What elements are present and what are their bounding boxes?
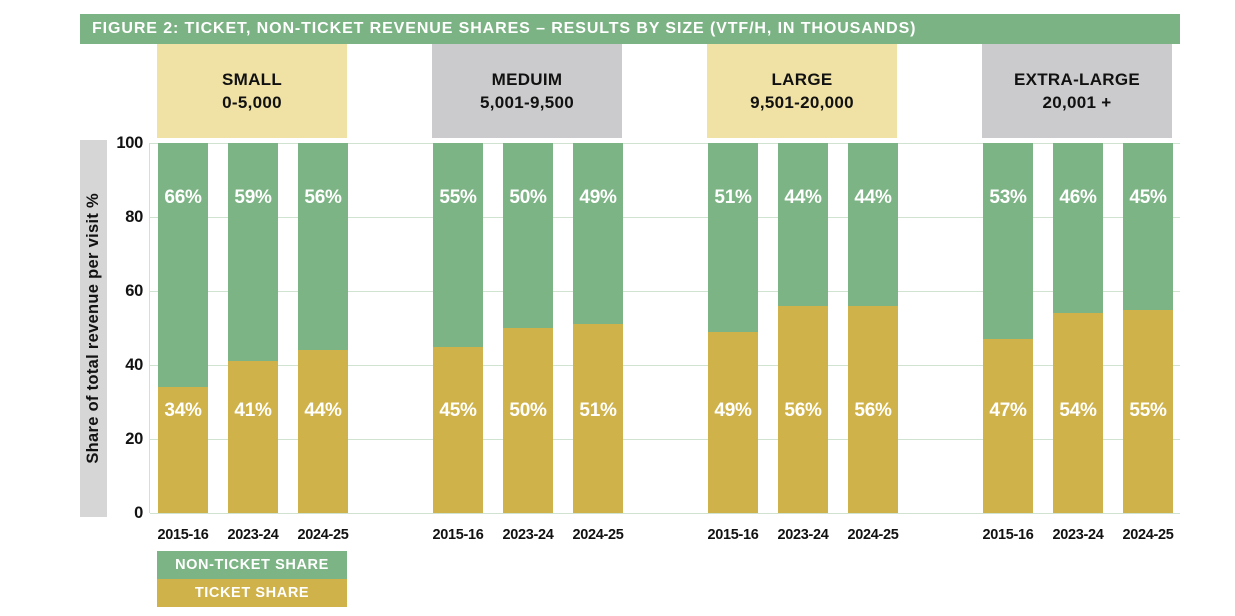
x-tick-2015-16: 2015-16 xyxy=(432,527,484,543)
y-tick-40: 40 xyxy=(125,356,143,374)
stacked-bar-small-2015-16: 66% 34% 2015-16 xyxy=(157,143,209,543)
stacked-bar-small-2024-25: 56% 44% 2024-25 xyxy=(297,143,349,543)
bar-group-large: 51% 49% 2015-16 44% 56% 2023-24 44% 56% 2024-25 xyxy=(707,143,899,543)
gridline-100 xyxy=(150,143,1180,144)
legend-label: TICKET SHARE xyxy=(194,585,310,601)
group-header-small: SMALL 0-5,000 xyxy=(157,44,347,138)
group-name: EXTRA-LARGE xyxy=(1013,69,1141,89)
non-ticket-segment xyxy=(1123,143,1173,310)
non-ticket-segment xyxy=(778,143,828,306)
bar-group-meduim: 55% 45% 2015-16 50% 50% 2023-24 49% 51% 2024-25 xyxy=(432,143,624,543)
non-ticket-segment xyxy=(228,143,278,362)
group-header-extra-large: EXTRA-LARGE 20,001 + xyxy=(982,44,1172,138)
group-header-large: LARGE 9,501-20,000 xyxy=(707,44,897,138)
group-name: SMALL xyxy=(221,69,283,89)
non-ticket-segment xyxy=(433,143,483,347)
stacked-bar-meduim-2015-16: 55% 45% 2015-16 xyxy=(432,143,484,543)
non-ticket-segment xyxy=(1053,143,1103,314)
bar-group-extra-large: 53% 47% 2015-16 46% 54% 2023-24 45% 55% 2024-25 xyxy=(982,143,1174,543)
group-name: LARGE xyxy=(771,69,833,89)
x-tick-2024-25: 2024-25 xyxy=(297,527,349,543)
x-tick-2015-16: 2015-16 xyxy=(157,527,209,543)
x-tick-2024-25: 2024-25 xyxy=(1122,527,1174,543)
group-range: 5,001-9,500 xyxy=(479,92,575,112)
group-name: MEDUIM xyxy=(491,69,563,89)
stacked-bar-extra-large-2023-24: 46% 54% 2023-24 xyxy=(1052,143,1104,543)
gridline-0 xyxy=(150,513,1180,514)
ticket-segment xyxy=(983,339,1033,513)
legend: NON-TICKET SHARE TICKET SHARE xyxy=(157,551,347,607)
x-tick-2023-24: 2023-24 xyxy=(227,527,279,543)
group-range: 9,501-20,000 xyxy=(750,92,854,112)
ticket-segment xyxy=(503,328,553,513)
non-ticket-segment xyxy=(503,143,553,328)
y-tick-100: 100 xyxy=(116,134,143,152)
y-axis-label-strip: Share of total revenue per visit % xyxy=(80,140,107,517)
x-tick-2015-16: 2015-16 xyxy=(707,527,759,543)
ticket-segment xyxy=(708,331,758,513)
ticket-segment xyxy=(433,346,483,513)
y-tick-20: 20 xyxy=(125,430,143,448)
x-tick-2023-24: 2023-24 xyxy=(502,527,554,543)
figure-title: FIGURE 2: TICKET, NON-TICKET REVENUE SHA… xyxy=(92,20,917,37)
stacked-bar-large-2015-16: 51% 49% 2015-16 xyxy=(707,143,759,543)
stacked-bar-extra-large-2015-16: 53% 47% 2015-16 xyxy=(982,143,1034,543)
y-tick-80: 80 xyxy=(125,208,143,226)
stacked-bar-large-2023-24: 44% 56% 2023-24 xyxy=(777,143,829,543)
group-range: 20,001 + xyxy=(1042,92,1112,112)
non-ticket-segment xyxy=(158,143,208,388)
x-tick-2024-25: 2024-25 xyxy=(847,527,899,543)
figure-title-bar: FIGURE 2: TICKET, NON-TICKET REVENUE SHA… xyxy=(80,14,1180,44)
non-ticket-segment xyxy=(848,143,898,306)
group-range: 0-5,000 xyxy=(222,92,282,112)
legend-label: NON-TICKET SHARE xyxy=(175,557,329,573)
legend-item-ticket-share: TICKET SHARE xyxy=(157,579,347,607)
y-axis-ticks: 100 80 60 40 20 0 xyxy=(95,134,143,522)
x-tick-2015-16: 2015-16 xyxy=(982,527,1034,543)
gridline-60 xyxy=(150,291,1180,292)
legend-item-non-ticket-share: NON-TICKET SHARE xyxy=(157,551,347,579)
gridline-40 xyxy=(150,365,1180,366)
stacked-bar-meduim-2023-24: 50% 50% 2023-24 xyxy=(502,143,554,543)
plot-area: 66% 34% 2015-16 59% 41% 2023-24 56% 44% 2024-25 5… xyxy=(149,143,1180,543)
ticket-segment xyxy=(298,350,348,513)
stacked-bar-large-2024-25: 44% 56% 2024-25 xyxy=(847,143,899,543)
x-tick-2023-24: 2023-24 xyxy=(777,527,829,543)
x-tick-2024-25: 2024-25 xyxy=(572,527,624,543)
group-header-meduim: MEDUIM 5,001-9,500 xyxy=(432,44,622,138)
gridline-80 xyxy=(150,217,1180,218)
ticket-segment xyxy=(158,387,208,513)
x-tick-2023-24: 2023-24 xyxy=(1052,527,1104,543)
ticket-segment xyxy=(573,324,623,513)
non-ticket-segment xyxy=(298,143,348,351)
ticket-segment xyxy=(848,305,898,513)
non-ticket-segment xyxy=(708,143,758,332)
ticket-segment xyxy=(1053,313,1103,513)
ticket-segment xyxy=(228,361,278,513)
non-ticket-segment xyxy=(573,143,623,325)
gridline-20 xyxy=(150,439,1180,440)
stacked-bar-meduim-2024-25: 49% 51% 2024-25 xyxy=(572,143,624,543)
y-tick-0: 0 xyxy=(134,504,143,522)
stacked-bar-small-2023-24: 59% 41% 2023-24 xyxy=(227,143,279,543)
bar-group-small: 66% 34% 2015-16 59% 41% 2023-24 56% 44% 2024-25 xyxy=(157,143,349,543)
y-tick-60: 60 xyxy=(125,282,143,300)
non-ticket-segment xyxy=(983,143,1033,340)
ticket-segment xyxy=(778,305,828,513)
ticket-segment xyxy=(1123,309,1173,513)
stacked-bar-extra-large-2024-25: 45% 55% 2024-25 xyxy=(1122,143,1174,543)
